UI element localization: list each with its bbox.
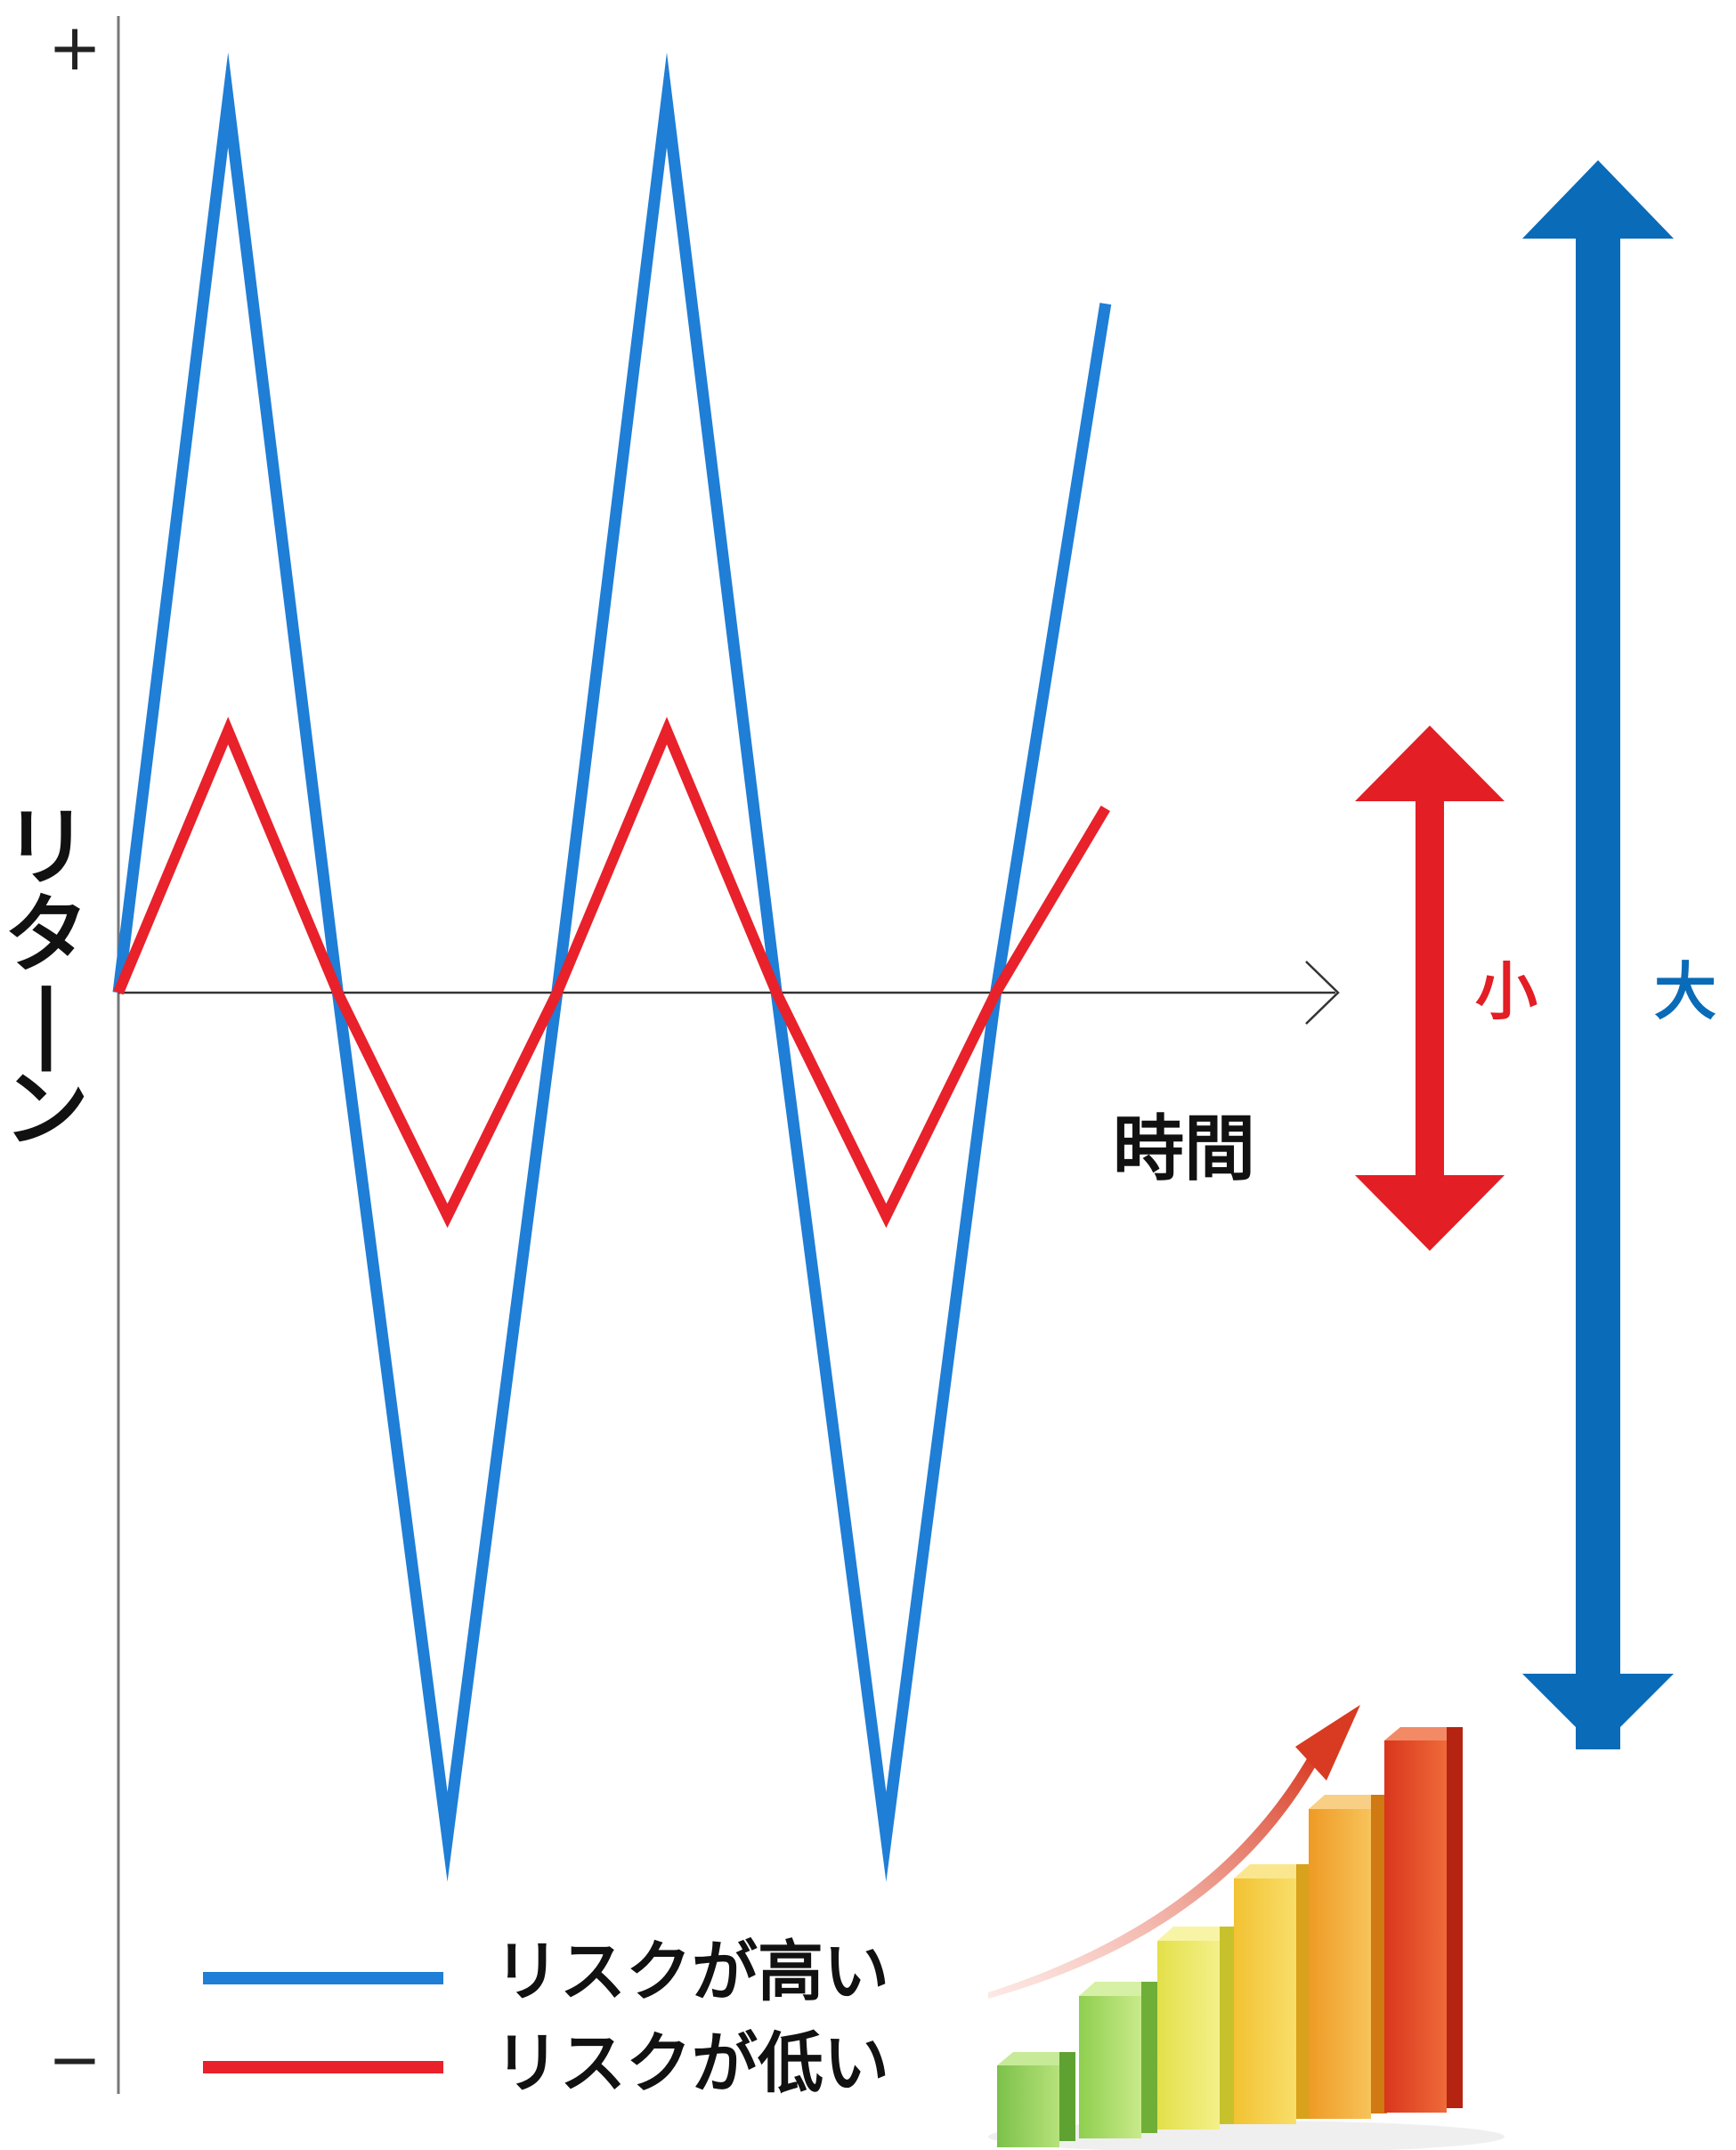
series-line-high-risk bbox=[112, 52, 1112, 1882]
small-range-arrow-bottom-head bbox=[1355, 1175, 1505, 1251]
large-range-arrow-shaft bbox=[1576, 227, 1620, 1749]
growth-chart-illustration bbox=[988, 1705, 1505, 2150]
y-axis-max-label: + bbox=[48, 10, 101, 85]
large-range-arrow-top-head bbox=[1522, 160, 1674, 239]
y-axis-title-char: タ bbox=[4, 885, 89, 985]
y-axis-min-label: − bbox=[48, 2022, 101, 2097]
small-range-label: 小 bbox=[1475, 955, 1537, 1028]
small-range-arrow: 小 bbox=[1355, 726, 1537, 1251]
x-axis-title: 時間 bbox=[1113, 1107, 1255, 1190]
x-axis-arrowhead bbox=[1305, 961, 1340, 1025]
large-range-arrow-bottom-head bbox=[1522, 1674, 1674, 1749]
legend: リスクが高い リスクが低い bbox=[203, 1934, 889, 2102]
y-axis-title-char: リ bbox=[4, 798, 89, 897]
small-range-arrow-shaft bbox=[1416, 788, 1444, 1180]
large-range-arrow: 大 bbox=[1522, 160, 1716, 1749]
y-axis-title-char: | bbox=[30, 972, 61, 1073]
large-range-label: 大 bbox=[1654, 955, 1716, 1028]
series-line-low-risk bbox=[113, 717, 1110, 1229]
small-range-arrow-top-head bbox=[1355, 726, 1505, 801]
y-axis-title-char: ン bbox=[4, 1059, 89, 1159]
series-layer bbox=[112, 52, 1112, 1882]
legend-label-high-risk: リスクが高い bbox=[494, 1934, 889, 2010]
y-axis-title: リタ|ン bbox=[4, 798, 89, 1159]
legend-label-low-risk: リスクが低い bbox=[494, 2025, 889, 2102]
axes bbox=[117, 16, 1340, 2094]
